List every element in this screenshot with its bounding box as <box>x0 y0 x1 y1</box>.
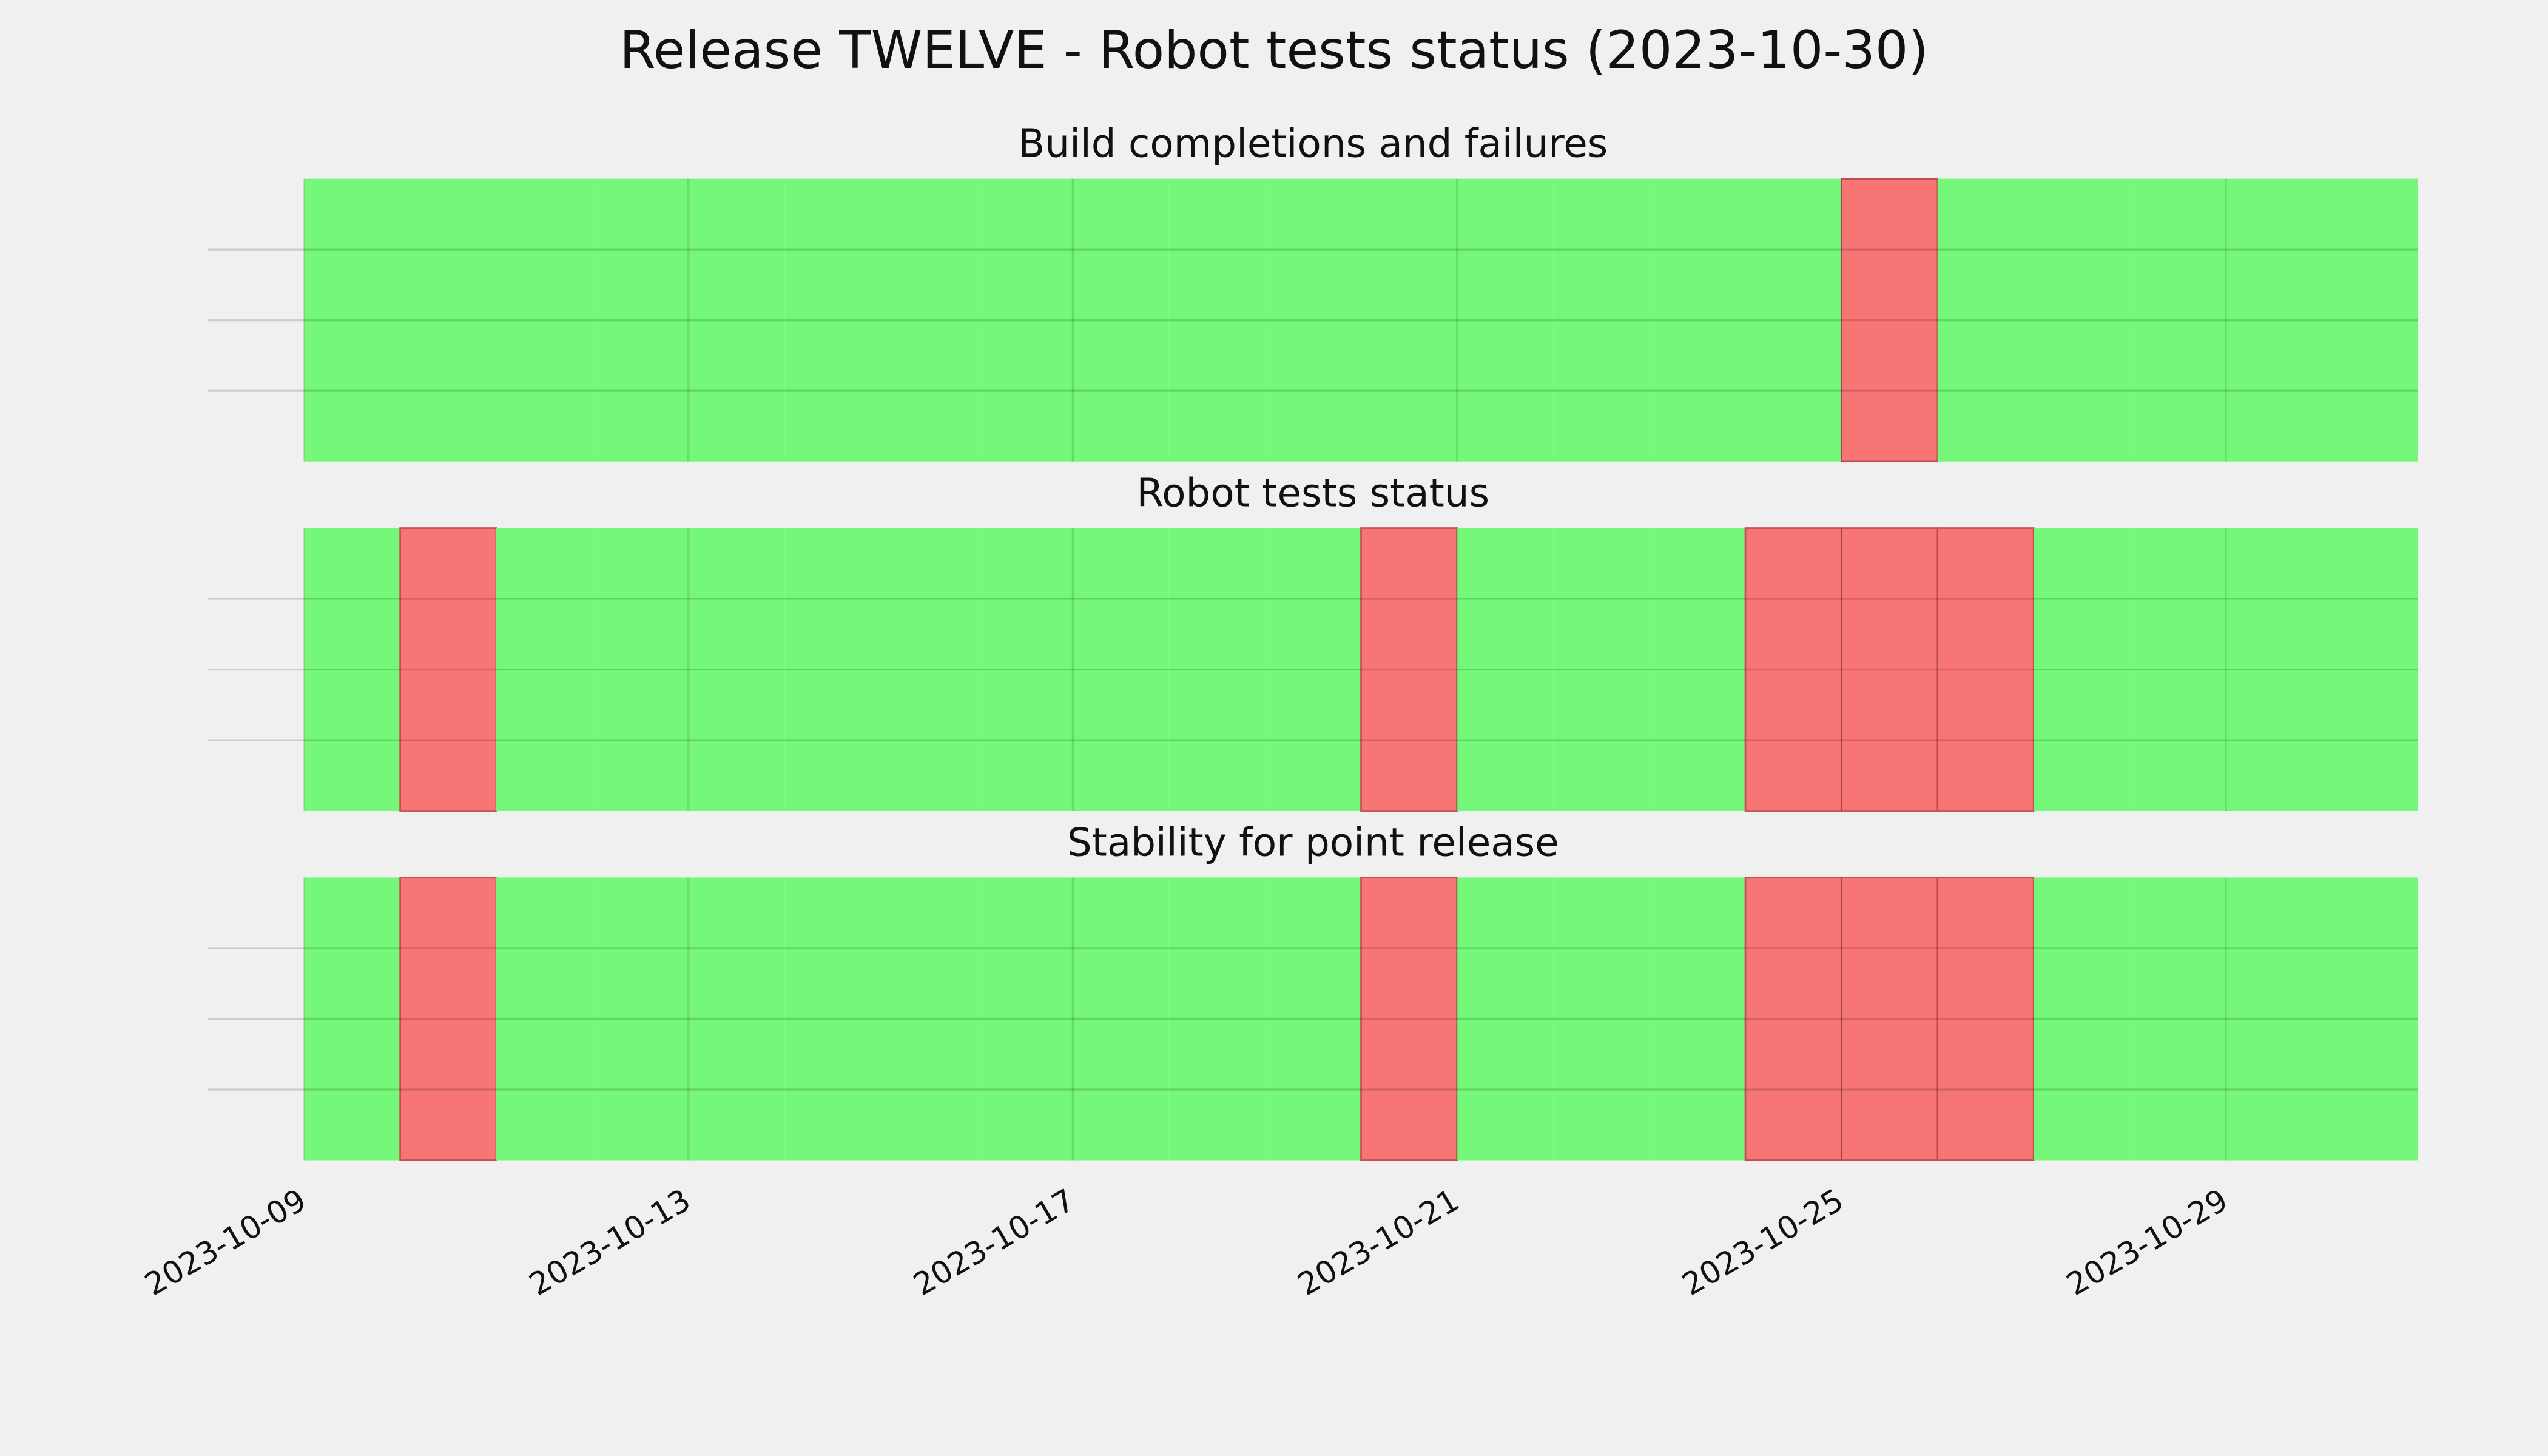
pass-span <box>1168 178 1266 462</box>
fail-span <box>399 527 497 812</box>
pass-span <box>1073 178 1169 462</box>
pass-span <box>688 528 785 811</box>
pass-span <box>688 178 785 462</box>
fail-span <box>399 877 497 1161</box>
pass-span <box>1553 178 1650 462</box>
pass-span <box>2034 528 2130 811</box>
pass-span <box>304 528 400 811</box>
pass-span <box>1553 877 1650 1161</box>
pass-span <box>976 528 1073 811</box>
pass-span <box>976 877 1073 1161</box>
pass-span <box>784 178 881 462</box>
pass-span <box>1168 877 1266 1161</box>
pass-span <box>2322 528 2418 811</box>
panel-title: Build completions and failures <box>1018 121 1608 167</box>
pass-span <box>784 877 881 1161</box>
pass-span <box>1168 528 1266 811</box>
pass-span <box>304 178 400 462</box>
pass-span <box>592 877 689 1161</box>
fail-span <box>1936 527 2035 812</box>
fail-span <box>1360 877 1458 1161</box>
pass-span <box>496 877 593 1161</box>
pass-span <box>880 528 977 811</box>
pass-span <box>2322 178 2418 462</box>
fail-span <box>1841 527 1939 812</box>
pass-span <box>2129 877 2226 1161</box>
pass-span <box>1649 528 1746 811</box>
pass-span <box>1457 528 1554 811</box>
pass-span <box>1553 528 1650 811</box>
pass-span <box>1073 877 1169 1161</box>
pass-span <box>1457 178 1554 462</box>
pass-span <box>976 178 1073 462</box>
fail-span <box>1360 527 1458 812</box>
pass-span <box>2034 178 2130 462</box>
pass-span <box>1649 877 1746 1161</box>
pass-span <box>2225 877 2322 1161</box>
pass-span <box>880 877 977 1161</box>
pass-span <box>496 528 593 811</box>
pass-span <box>2129 528 2226 811</box>
pass-span <box>2225 528 2322 811</box>
pass-span <box>592 528 689 811</box>
pass-span <box>304 877 400 1161</box>
pass-span <box>400 178 497 462</box>
pass-span <box>1457 877 1554 1161</box>
pass-span <box>2322 877 2418 1161</box>
pass-span <box>496 178 593 462</box>
pass-span <box>2225 178 2322 462</box>
panel-title: Stability for point release <box>1067 820 1559 865</box>
fail-span <box>1841 178 1939 463</box>
pass-span <box>2129 178 2226 462</box>
pass-span <box>1649 178 1746 462</box>
chart-title: Release TWELVE - Robot tests status (202… <box>619 20 1929 81</box>
pass-span <box>1937 178 2034 462</box>
pass-span <box>1265 528 1361 811</box>
fail-span <box>1744 527 1842 812</box>
fail-span <box>1841 877 1939 1161</box>
pass-span <box>1745 178 1842 462</box>
pass-span <box>1361 178 1457 462</box>
pass-span <box>1265 877 1361 1161</box>
pass-span <box>688 877 785 1161</box>
pass-span <box>1073 528 1169 811</box>
fail-span <box>1744 877 1842 1161</box>
pass-span <box>784 528 881 811</box>
panel-title: Robot tests status <box>1136 471 1489 516</box>
pass-span <box>880 178 977 462</box>
pass-span <box>592 178 689 462</box>
fail-span <box>1936 877 2035 1161</box>
pass-span <box>2034 877 2130 1161</box>
pass-span <box>1265 178 1361 462</box>
